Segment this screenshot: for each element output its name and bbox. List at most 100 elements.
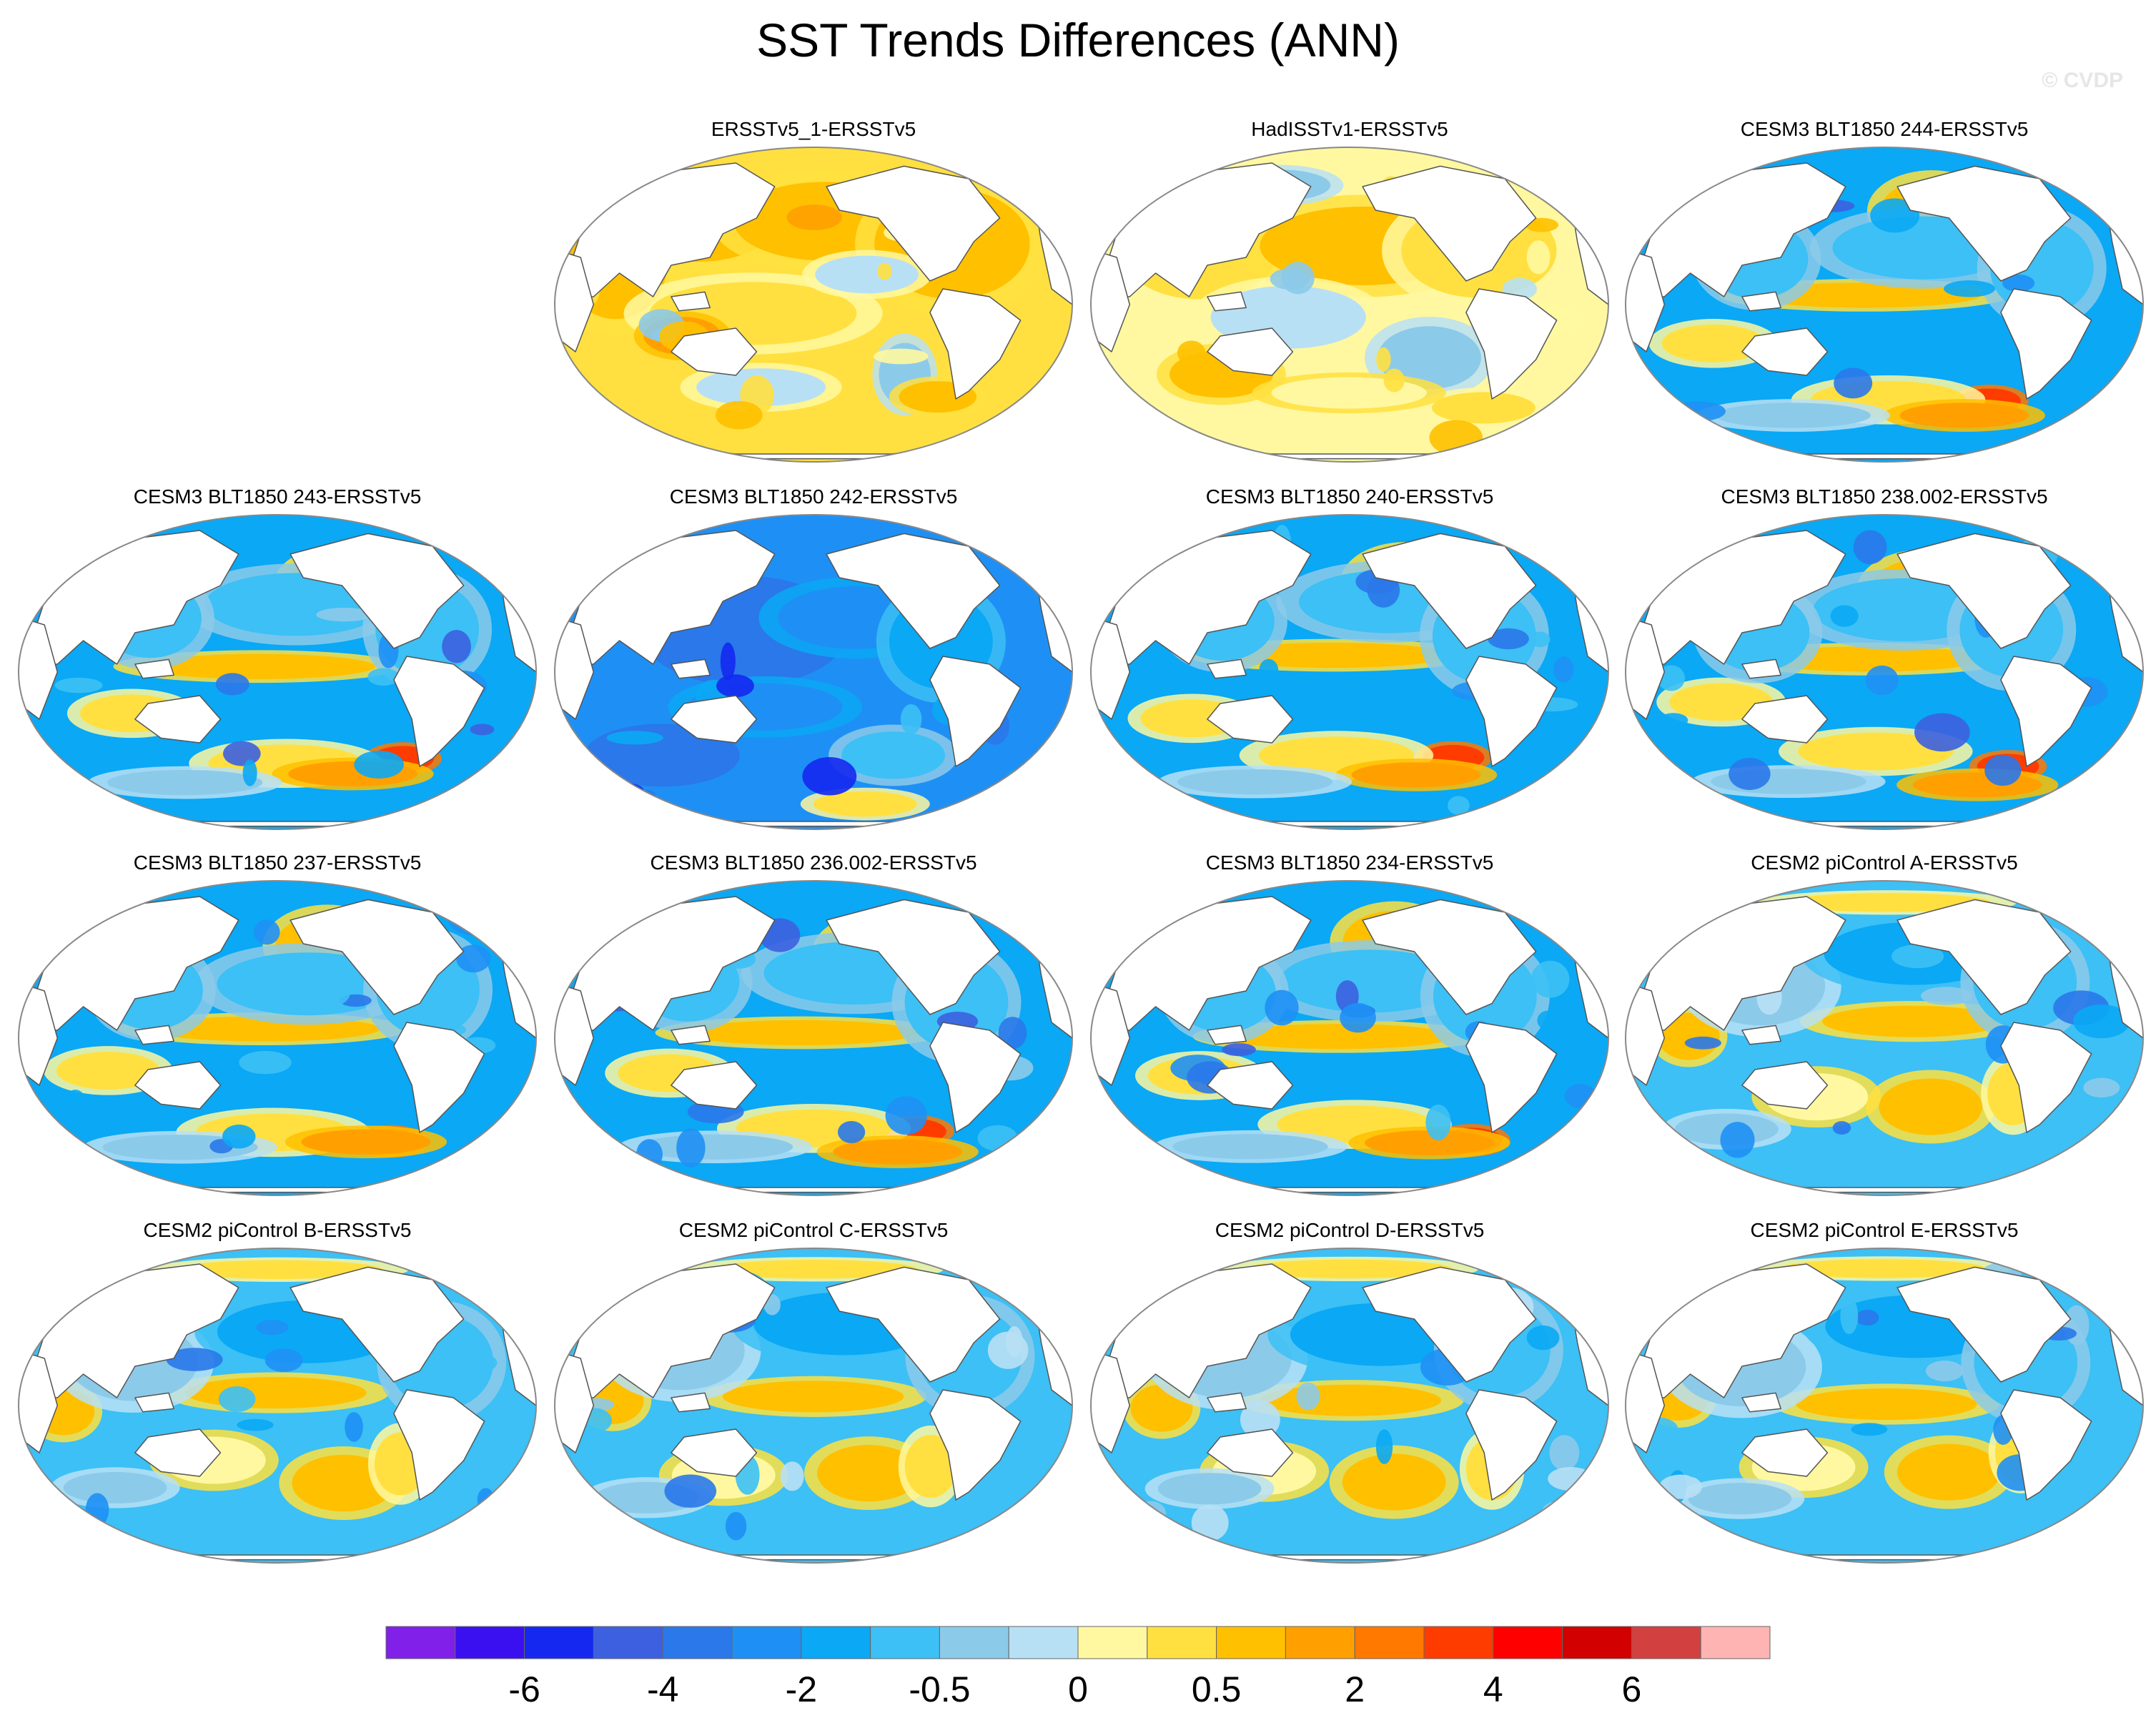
map-panel: CESM3 BLT1850 243-ERSSTv5 xyxy=(18,485,537,830)
land-mask xyxy=(290,899,465,1015)
land-mask xyxy=(826,165,1001,282)
map-panel: CESM3 BLT1850 240-ERSSTv5 xyxy=(1090,485,1609,830)
sst-anomaly-patch xyxy=(813,791,917,817)
land-mask xyxy=(19,1350,59,1453)
map-panel: CESM2 piControl E-ERSSTv5 xyxy=(1625,1219,2144,1564)
land-mask xyxy=(1207,291,1247,312)
sst-anomaly-patch xyxy=(684,1020,918,1046)
land-mask xyxy=(1626,1350,1666,1453)
sst-anomaly-patch xyxy=(1351,762,1481,788)
sst-anomaly-patch xyxy=(1899,403,2029,428)
land-mask xyxy=(1741,327,1829,376)
land-mask xyxy=(1741,658,1781,679)
sst-anomaly-patch xyxy=(1798,732,1954,771)
land-mask xyxy=(929,1389,1022,1501)
land-mask xyxy=(1741,1061,1829,1110)
land-mask xyxy=(1741,695,1829,744)
sst-anomaly-patch xyxy=(833,1139,963,1165)
land-mask xyxy=(2000,656,2092,767)
sst-anomaly-patch xyxy=(722,1381,904,1413)
land-mask xyxy=(1207,1392,1247,1413)
map-boundary xyxy=(1090,514,1609,830)
sst-anomaly-patch xyxy=(175,1260,383,1280)
map-panel: CESM3 BLT1850 242-ERSSTv5 xyxy=(554,485,1073,830)
map-panel: HadISSTv1-ERSSTv5 xyxy=(1090,118,1609,463)
land-mask xyxy=(1741,1025,1781,1045)
land-mask xyxy=(1207,658,1247,679)
sst-anomaly-patch xyxy=(1661,324,1766,362)
land-mask xyxy=(1897,1266,2072,1383)
land-mask xyxy=(1465,656,1558,767)
sst-anomaly-patch xyxy=(1364,1130,1494,1156)
panel-title: HadISSTv1-ERSSTv5 xyxy=(1251,118,1448,140)
map-panel: CESM2 piControl A-ERSSTv5 xyxy=(1625,851,2144,1196)
land-mask xyxy=(134,658,174,679)
map-boundary xyxy=(1625,1248,2144,1564)
land-mask xyxy=(134,1025,174,1045)
sst-anomaly-patch xyxy=(1177,769,1333,795)
land-mask xyxy=(1741,1428,1829,1477)
sst-anomaly-patch xyxy=(841,731,945,779)
sst-anomaly-patch xyxy=(142,653,375,679)
land-mask xyxy=(929,1022,1022,1133)
land-mask xyxy=(134,1392,174,1413)
land-mask xyxy=(555,982,595,1086)
land-mask xyxy=(1362,533,1537,649)
land-mask xyxy=(826,899,1001,1015)
land-mask xyxy=(134,695,222,744)
panel-title: CESM3 BLT1850 243-ERSSTv5 xyxy=(134,485,422,508)
land-mask xyxy=(290,1266,465,1383)
sst-anomaly-patch xyxy=(107,769,263,796)
panel-title: CESM3 BLT1850 240-ERSSTv5 xyxy=(1206,485,1494,508)
land-mask xyxy=(1741,291,1781,312)
cvdp-watermark: © CVDP xyxy=(2042,69,2123,92)
sst-anomaly-patch xyxy=(1669,683,1774,721)
sst-anomaly-patch xyxy=(711,1260,918,1279)
sst-anomaly-patch xyxy=(1157,1473,1262,1505)
land-mask xyxy=(134,1428,222,1477)
land-mask xyxy=(1207,695,1294,744)
sst-anomaly-patch xyxy=(63,1471,167,1504)
sst-anomaly-patch xyxy=(1221,1024,1455,1050)
land-mask xyxy=(19,982,59,1086)
land-mask xyxy=(1741,1392,1781,1413)
land-mask xyxy=(1897,899,2072,1015)
map-boundary xyxy=(1090,147,1609,463)
land-mask xyxy=(1362,165,1537,282)
land-mask xyxy=(555,249,595,352)
sst-anomaly-patch xyxy=(1245,1259,1453,1279)
land-mask xyxy=(671,658,711,679)
sst-anomaly-patch xyxy=(1172,1134,1328,1160)
panel-title: CESM3 BLT1850 237-ERSSTv5 xyxy=(134,851,422,874)
land-mask xyxy=(1091,616,1131,720)
land-mask xyxy=(1465,1022,1558,1133)
land-mask xyxy=(1626,616,1666,720)
map-boundary xyxy=(554,880,1073,1196)
land-mask xyxy=(1207,1025,1247,1045)
land-mask xyxy=(1091,1350,1131,1453)
panel-title: CESM3 BLT1850 236.002-ERSSTv5 xyxy=(650,851,976,874)
land-mask xyxy=(671,327,758,376)
sst-anomaly-patch xyxy=(1688,1483,1792,1515)
land-mask xyxy=(2000,1022,2092,1133)
land-mask xyxy=(1091,249,1131,352)
sst-anomaly-patch xyxy=(904,1435,957,1499)
map-boundary xyxy=(554,1248,1073,1564)
land-mask xyxy=(2000,1389,2092,1501)
map-panel: CESM2 piControl C-ERSSTv5 xyxy=(554,1219,1073,1564)
map-panel: CESM3 BLT1850 237-ERSSTv5 xyxy=(18,851,537,1196)
map-boundary xyxy=(554,147,1073,463)
sst-anomaly-patch xyxy=(817,1444,921,1502)
map-boundary xyxy=(18,514,537,830)
land-mask xyxy=(1897,165,2072,282)
land-mask xyxy=(826,1266,1001,1383)
sst-anomaly-patch xyxy=(1779,1259,1987,1278)
land-mask xyxy=(555,1350,595,1453)
land-mask xyxy=(134,1061,222,1110)
map-boundary xyxy=(1625,147,2144,463)
land-mask xyxy=(555,616,595,720)
map-boundary xyxy=(18,880,537,1196)
map-panel: CESM3 BLT1850 236.002-ERSSTv5 xyxy=(554,851,1073,1196)
sst-anomaly-patch xyxy=(1715,403,1871,428)
